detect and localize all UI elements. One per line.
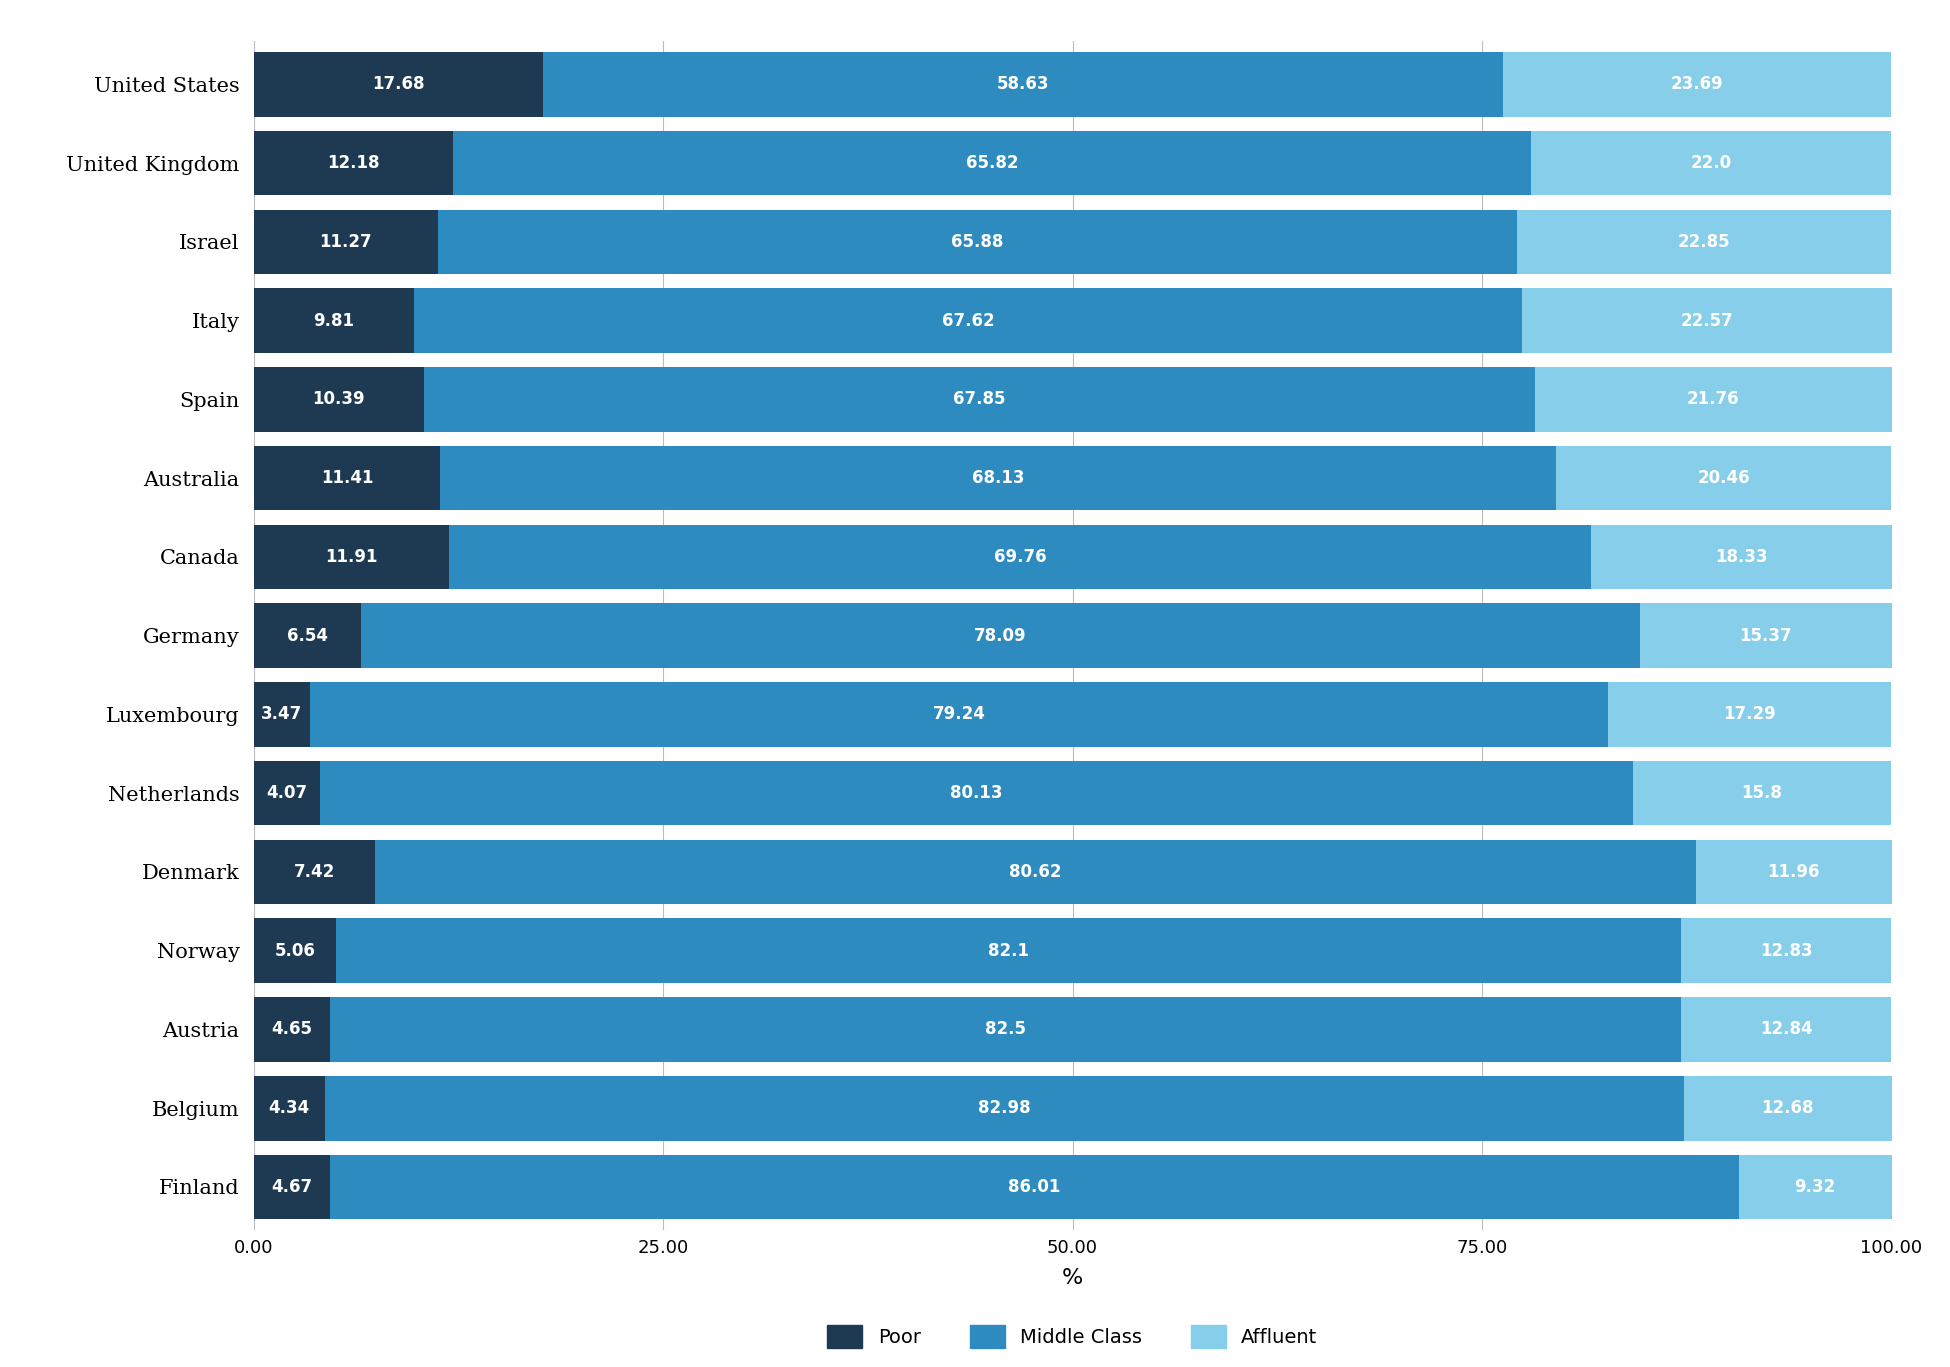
Bar [254, 997, 330, 1062]
Text: 23.69: 23.69 [1671, 75, 1724, 93]
Bar [1640, 603, 1892, 668]
Text: 11.91: 11.91 [326, 548, 376, 566]
X-axis label: %: % [1063, 1267, 1082, 1288]
Bar [439, 209, 1517, 275]
Bar [423, 368, 1535, 432]
Bar [1556, 446, 1892, 510]
Bar [1591, 525, 1892, 589]
Text: 17.29: 17.29 [1724, 705, 1776, 723]
Text: 10.39: 10.39 [312, 391, 365, 409]
Bar [254, 919, 337, 983]
Bar [1739, 1155, 1892, 1219]
Bar [413, 288, 1521, 353]
Text: 86.01: 86.01 [1008, 1178, 1061, 1196]
Text: 67.62: 67.62 [942, 312, 995, 329]
Text: 79.24: 79.24 [932, 705, 987, 723]
Text: 20.46: 20.46 [1698, 469, 1751, 487]
Text: 65.88: 65.88 [952, 232, 1004, 252]
Text: 82.98: 82.98 [977, 1099, 1030, 1117]
Text: 9.81: 9.81 [314, 312, 355, 329]
Text: 69.76: 69.76 [994, 548, 1047, 566]
Text: 22.85: 22.85 [1679, 232, 1732, 252]
Text: 12.18: 12.18 [328, 154, 380, 172]
Text: 11.96: 11.96 [1767, 863, 1819, 880]
Bar [254, 446, 441, 510]
Text: 12.83: 12.83 [1761, 942, 1814, 960]
Text: 22.57: 22.57 [1681, 312, 1734, 329]
Text: 11.27: 11.27 [320, 232, 372, 252]
Bar [337, 919, 1681, 983]
Text: 22.0: 22.0 [1691, 154, 1732, 172]
Bar [452, 131, 1531, 195]
Bar [1632, 761, 1892, 826]
Bar [1517, 209, 1892, 275]
Text: 6.54: 6.54 [287, 626, 328, 645]
Text: 65.82: 65.82 [965, 154, 1018, 172]
Text: 4.65: 4.65 [271, 1020, 312, 1039]
Text: 67.85: 67.85 [954, 391, 1006, 409]
Text: 11.41: 11.41 [320, 469, 372, 487]
Text: 82.1: 82.1 [989, 942, 1030, 960]
Text: 17.68: 17.68 [372, 75, 425, 93]
Text: 78.09: 78.09 [973, 626, 1026, 645]
Text: 9.32: 9.32 [1794, 1178, 1835, 1196]
Bar [310, 682, 1609, 746]
Bar [1681, 919, 1892, 983]
Text: 80.62: 80.62 [1008, 863, 1061, 880]
Text: 5.06: 5.06 [275, 942, 316, 960]
Bar [441, 446, 1556, 510]
Bar [1696, 839, 1892, 904]
Text: 4.34: 4.34 [269, 1099, 310, 1117]
Bar [1609, 682, 1892, 746]
Bar [1503, 52, 1892, 116]
Text: 15.8: 15.8 [1741, 785, 1782, 802]
Bar [254, 525, 448, 589]
Bar [1531, 131, 1892, 195]
Bar [1681, 997, 1892, 1062]
Bar [254, 288, 413, 353]
Text: 3.47: 3.47 [261, 705, 302, 723]
Bar [330, 1155, 1739, 1219]
Bar [254, 209, 439, 275]
Text: 82.5: 82.5 [985, 1020, 1026, 1039]
Text: 18.33: 18.33 [1716, 548, 1769, 566]
Text: 21.76: 21.76 [1687, 391, 1739, 409]
Bar [254, 839, 374, 904]
Bar [448, 525, 1591, 589]
Bar [254, 131, 452, 195]
Bar [544, 52, 1503, 116]
Bar [254, 52, 544, 116]
Bar [374, 839, 1696, 904]
Text: 15.37: 15.37 [1739, 626, 1792, 645]
Text: 4.07: 4.07 [267, 785, 308, 802]
Text: 7.42: 7.42 [294, 863, 335, 880]
Bar [254, 761, 320, 826]
Text: 12.68: 12.68 [1761, 1099, 1814, 1117]
Bar [1683, 1076, 1892, 1140]
Bar [1521, 288, 1892, 353]
Bar [254, 603, 361, 668]
Text: 80.13: 80.13 [950, 785, 1002, 802]
Text: 68.13: 68.13 [973, 469, 1024, 487]
Bar [361, 603, 1640, 668]
Bar [254, 1155, 330, 1219]
Legend: Poor, Middle Class, Affluent: Poor, Middle Class, Affluent [817, 1315, 1328, 1357]
Text: 4.67: 4.67 [271, 1178, 312, 1196]
Bar [320, 761, 1632, 826]
Bar [254, 682, 310, 746]
Bar [254, 368, 423, 432]
Bar [1535, 368, 1892, 432]
Text: 58.63: 58.63 [996, 75, 1049, 93]
Bar [324, 1076, 1683, 1140]
Bar [330, 997, 1681, 1062]
Text: 12.84: 12.84 [1759, 1020, 1812, 1039]
Bar [254, 1076, 324, 1140]
